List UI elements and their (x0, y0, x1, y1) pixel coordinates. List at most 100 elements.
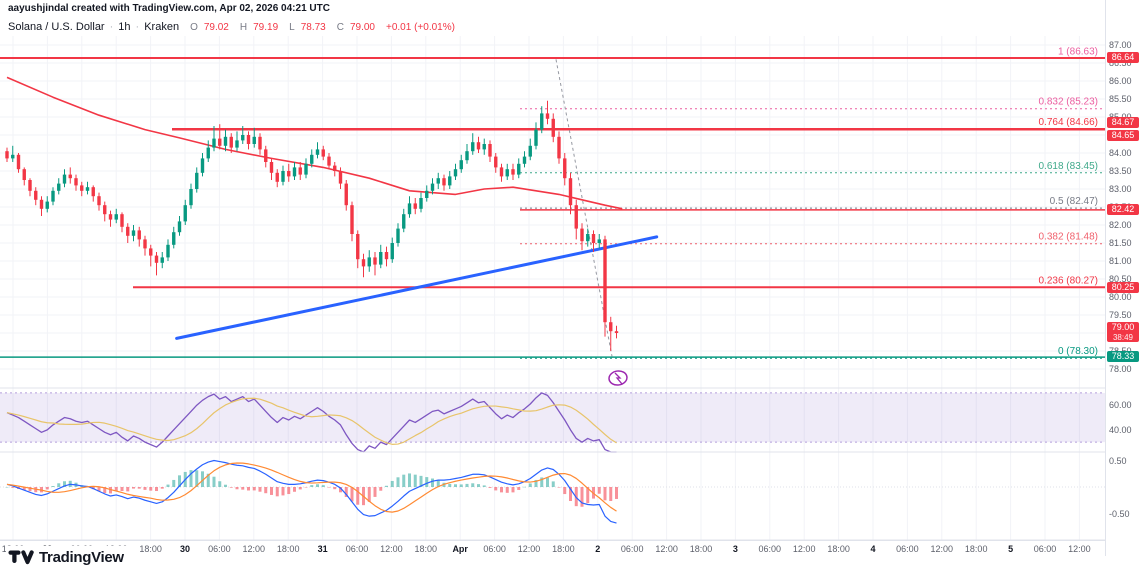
macd-histogram-bar (385, 485, 388, 487)
candle-body (103, 205, 107, 215)
candle-body (482, 144, 486, 150)
macd-histogram-bar (413, 474, 417, 487)
time-label-day: 30 (179, 544, 191, 554)
candle-body (390, 243, 394, 260)
candle-body (252, 136, 256, 144)
candle-body (522, 156, 527, 164)
macd-histogram-bar (327, 487, 331, 488)
macd-histogram-bar (252, 487, 256, 491)
price-tick: 83.50 (1109, 166, 1132, 176)
fib-level-label: 0.618 (83.45) (1039, 161, 1099, 172)
candle-body (114, 214, 118, 220)
macd-histogram-bar (431, 478, 434, 487)
macd-histogram-bar (229, 487, 233, 488)
time-label-hour: 18:00 (552, 544, 575, 554)
macd-histogram-bar (132, 487, 135, 489)
macd-histogram-bar (120, 487, 124, 492)
candle-body (39, 199, 44, 209)
rsi-tick: 40.00 (1109, 424, 1132, 435)
macd-histogram-bar (126, 487, 130, 492)
candle-body (57, 183, 61, 191)
macd-histogram-bar (287, 487, 291, 495)
candle-body (396, 228, 400, 243)
macd-histogram-bar (488, 487, 492, 488)
candle-body (183, 205, 187, 222)
time-label-day: 4 (870, 544, 876, 554)
macd-histogram-bar (551, 481, 555, 487)
change-value: +0.01 (+0.01%) (386, 22, 455, 33)
high-value: 79.19 (253, 22, 279, 33)
candle-body (275, 172, 279, 182)
macd-histogram-bar (494, 487, 498, 491)
symbol-title[interactable]: Solana / U.S. Dollar (8, 21, 105, 33)
tradingview-logo[interactable]: TradingView (6, 546, 130, 568)
price-tick: 87.00 (1109, 40, 1132, 50)
candle-body (91, 187, 95, 197)
tradingview-logo-icon (8, 550, 34, 565)
macd-histogram-bar (281, 487, 285, 496)
macd-tick: -0.50 (1109, 508, 1130, 519)
price-level-badge: 80.25 (1107, 282, 1139, 293)
rsi-line (6, 392, 617, 453)
time-label-hour: 18:00 (276, 544, 300, 554)
candle-body (568, 178, 573, 206)
candle-body (459, 160, 463, 170)
macd-histogram-bar (603, 487, 607, 501)
interval-label[interactable]: 1h (118, 21, 131, 33)
time-axis[interactable]: 18:002906:0012:0018:003006:0012:0018:003… (0, 540, 1105, 557)
current-price-badge: 79.00 38:49 (1107, 322, 1139, 342)
candle-body (45, 201, 49, 209)
time-label-hour: 18:00 (964, 544, 988, 554)
price-tick: 82.00 (1109, 220, 1132, 230)
macd-histogram-bar (396, 477, 400, 487)
time-label-hour: 06:00 (896, 544, 919, 554)
candle-body (373, 257, 377, 265)
price-tick: 85.50 (1109, 94, 1132, 104)
candle-body (206, 147, 210, 159)
macd-histogram-bar (235, 487, 239, 490)
macd-histogram-bar (448, 483, 452, 487)
candle-body (246, 135, 251, 144)
time-label-day: 3 (732, 544, 738, 554)
candle-body (143, 239, 147, 249)
price-level-badge: 86.64 (1107, 51, 1139, 63)
candle-body (511, 169, 515, 175)
macd-histogram-bar (51, 486, 55, 487)
time-label-hour: 12:00 (517, 544, 541, 554)
candle-body (488, 144, 492, 157)
candle-body (580, 228, 584, 242)
candle-body (505, 169, 509, 177)
candle-body (494, 156, 498, 168)
macd-histogram-bar (436, 480, 440, 487)
fib-level-label: 0.236 (80.27) (1039, 275, 1099, 286)
rsi-band-fill (0, 392, 1105, 443)
price-level-badge: 84.67 (1107, 116, 1139, 128)
time-label-hour: 12:00 (930, 544, 954, 554)
macd-histogram-bar (63, 481, 66, 487)
price-axis[interactable]: USD 79.00 38:49 87.0086.5086.0085.5085.0… (1105, 0, 1139, 556)
macd-histogram-bar (333, 487, 337, 490)
price-tick: 81.00 (1109, 256, 1132, 266)
trendline (175, 235, 659, 340)
candle-body (218, 138, 222, 146)
candle-body (131, 230, 136, 236)
close-value: 79.00 (349, 22, 375, 33)
macd-histogram-bar (356, 487, 360, 505)
price-tick: 78.00 (1109, 364, 1132, 374)
candle-body (413, 203, 417, 209)
macd-histogram-bar (528, 483, 532, 487)
macd-histogram-bar (5, 487, 9, 488)
candle-body (149, 248, 153, 256)
candle-body (258, 136, 262, 150)
chart-canvas[interactable]: 1 (86.63) 0.832 (85.23) 0.764 (84.66) 0.618… (0, 0, 1105, 569)
candle-body (384, 252, 389, 260)
macd-histogram-bar (189, 470, 193, 487)
macd-histogram-bar (350, 487, 354, 502)
high-label: H (239, 22, 248, 33)
macd-histogram-bar (540, 477, 544, 487)
macd-histogram-bar (517, 487, 521, 490)
macd-histogram-bar (477, 484, 480, 487)
candle-body (442, 178, 446, 186)
symbol-legend[interactable]: Solana / U.S. Dollar · 1h · Kraken O 79.… (8, 21, 455, 33)
